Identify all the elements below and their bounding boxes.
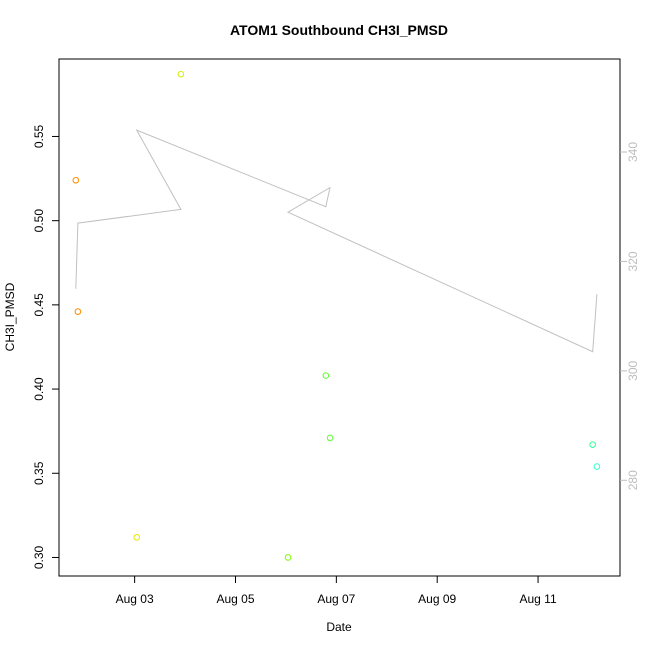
- line-series-layer: [75, 129, 598, 353]
- y2-tick-label: 340: [626, 142, 640, 162]
- x-axis-label: Date: [326, 620, 352, 634]
- x-tick-label: Aug 03: [116, 592, 154, 606]
- data-point: [593, 463, 601, 470]
- x-axis: Aug 03 Aug 05 Aug 07 Aug 09 Aug 11: [116, 576, 557, 606]
- data-point: [74, 308, 82, 315]
- x-tick-label: Aug 11: [519, 592, 556, 606]
- y2-tick-label: 320: [626, 251, 640, 271]
- y-tick-label: 0.40: [32, 377, 46, 401]
- line-series: [75, 129, 598, 353]
- x-tick-label: Aug 07: [317, 592, 355, 606]
- scatter-points-layer: [72, 70, 601, 561]
- y2-tick-label: 300: [626, 361, 640, 381]
- y-axis: 0.30 0.35 0.40 0.45 0.50 0.55: [32, 124, 59, 569]
- y2-tick-label: 280: [626, 470, 640, 490]
- y2-axis-right: 280 300 320 340: [620, 142, 640, 490]
- data-point: [326, 434, 334, 442]
- y-tick-label: 0.55: [32, 124, 46, 148]
- y-tick-label: 0.45: [32, 293, 46, 317]
- data-point: [284, 554, 292, 561]
- y-axis-label: CH3I_PMSD: [3, 282, 17, 351]
- y-tick-label: 0.35: [32, 461, 46, 485]
- x-tick-label: Aug 05: [216, 592, 254, 606]
- data-point: [322, 372, 330, 379]
- data-point: [133, 533, 141, 541]
- data-point: [589, 441, 596, 448]
- chart-title: ATOM1 Southbound CH3I_PMSD: [230, 22, 448, 38]
- y-tick-label: 0.30: [32, 545, 46, 569]
- plot-area-border: [58, 58, 621, 577]
- data-point: [177, 70, 185, 78]
- x-tick-label: Aug 09: [418, 592, 456, 606]
- y-tick-label: 0.50: [32, 209, 46, 233]
- data-point: [72, 176, 80, 184]
